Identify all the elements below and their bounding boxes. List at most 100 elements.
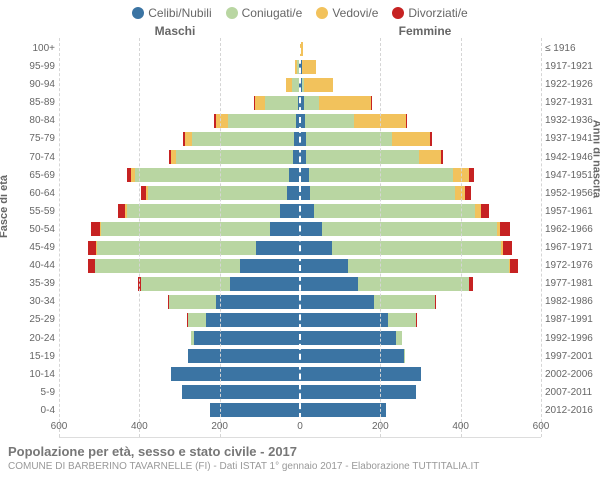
bar-row xyxy=(300,166,541,184)
bar-row xyxy=(300,401,541,419)
legend-swatch xyxy=(226,7,238,19)
bar-segment-married xyxy=(358,277,468,291)
bar-segment-divorced xyxy=(430,132,432,146)
bar-segment-widowed xyxy=(255,96,265,110)
header-female: Femmine xyxy=(300,24,600,38)
bar-segment-single xyxy=(300,349,404,363)
bar-row xyxy=(300,257,541,275)
grid-line xyxy=(220,38,221,437)
legend-label: Divorziati/e xyxy=(408,6,467,20)
bar-row xyxy=(59,112,300,130)
bar-row xyxy=(59,401,300,419)
bar-segment-widowed xyxy=(419,150,441,164)
bar-segment-divorced xyxy=(435,295,436,309)
bar-segment-widowed xyxy=(319,96,371,110)
bar-row xyxy=(59,383,300,401)
age-label: 45-49 xyxy=(0,239,55,257)
bar-segment-single xyxy=(300,204,314,218)
age-label: 25-29 xyxy=(0,311,55,329)
age-label: 75-79 xyxy=(0,130,55,148)
year-label: 1967-1971 xyxy=(545,239,600,257)
bar-segment-married xyxy=(95,259,240,273)
year-label: 1962-1966 xyxy=(545,221,600,239)
age-label: 35-39 xyxy=(0,275,55,293)
bar-segment-divorced xyxy=(88,259,95,273)
bar-segment-widowed xyxy=(302,60,316,74)
age-label: 15-19 xyxy=(0,348,55,366)
bar-segment-married xyxy=(322,222,497,236)
bar-segment-married xyxy=(192,132,294,146)
legend-item: Divorziati/e xyxy=(392,6,467,20)
bar-segment-divorced xyxy=(481,204,489,218)
bar-segment-divorced xyxy=(503,241,513,255)
female-bars xyxy=(300,38,541,437)
grid-line xyxy=(139,38,140,437)
bar-segment-single xyxy=(216,295,300,309)
bar-segment-married xyxy=(141,277,229,291)
bar-row xyxy=(300,365,541,383)
bar-row xyxy=(300,275,541,293)
bar-segment-single xyxy=(280,204,300,218)
bar-segment-single xyxy=(300,222,322,236)
bar-segment-single xyxy=(182,385,300,399)
bar-row xyxy=(59,202,300,220)
bar-segment-divorced xyxy=(118,204,125,218)
bar-segment-divorced xyxy=(510,259,518,273)
bar-segment-divorced xyxy=(406,114,407,128)
chart-footer: Popolazione per età, sesso e stato civil… xyxy=(0,438,600,472)
bar-row xyxy=(300,148,541,166)
bar-segment-single xyxy=(300,403,386,417)
age-label: 70-74 xyxy=(0,149,55,167)
bar-row xyxy=(59,220,300,238)
center-axis xyxy=(299,38,301,419)
x-tick: 0 xyxy=(297,421,303,432)
bar-segment-married xyxy=(265,96,298,110)
bar-segment-married xyxy=(374,295,434,309)
bar-row xyxy=(300,58,541,76)
bar-segment-married xyxy=(188,313,206,327)
bar-row xyxy=(300,94,541,112)
bar-segment-married xyxy=(306,150,418,164)
legend-item: Celibi/Nubili xyxy=(132,6,211,20)
bar-row xyxy=(59,40,300,58)
bar-segment-single xyxy=(300,241,332,255)
y-axis-label-right: Anni di nascita xyxy=(590,120,600,198)
year-label: 2012-2016 xyxy=(545,402,600,420)
bar-segment-single xyxy=(300,385,416,399)
legend-label: Coniugati/e xyxy=(242,6,303,20)
x-axis-ticks: 6004002000200400600 xyxy=(59,421,541,437)
bar-segment-divorced xyxy=(88,241,97,255)
bar-segment-married xyxy=(292,78,299,92)
legend-label: Celibi/Nubili xyxy=(148,6,211,20)
header-male: Maschi xyxy=(0,24,300,38)
gender-headers: Maschi Femmine xyxy=(0,24,600,38)
bar-segment-married xyxy=(97,241,256,255)
bar-row xyxy=(300,220,541,238)
bar-segment-divorced xyxy=(91,222,100,236)
age-label: 10-14 xyxy=(0,366,55,384)
bar-row xyxy=(300,40,541,58)
bar-row xyxy=(300,239,541,257)
bar-row xyxy=(59,130,300,148)
age-label: 90-94 xyxy=(0,76,55,94)
bar-segment-single xyxy=(240,259,300,273)
age-label: 5-9 xyxy=(0,384,55,402)
age-label: 80-84 xyxy=(0,112,55,130)
bar-row xyxy=(300,130,541,148)
bar-segment-married xyxy=(314,204,475,218)
bar-segment-married xyxy=(388,313,416,327)
legend-label: Vedovi/e xyxy=(332,6,378,20)
bar-segment-single xyxy=(300,313,388,327)
legend-swatch xyxy=(132,7,144,19)
year-labels: ≤ 19161917-19211922-19261927-19311932-19… xyxy=(541,38,600,438)
grid-line xyxy=(59,38,60,437)
year-label: 1957-1961 xyxy=(545,203,600,221)
bar-segment-widowed xyxy=(216,114,228,128)
bar-row xyxy=(59,365,300,383)
bar-segment-married xyxy=(148,186,287,200)
bar-segment-widowed xyxy=(392,132,430,146)
bar-segment-widowed xyxy=(185,132,192,146)
bar-segment-single xyxy=(230,277,300,291)
bar-segment-married xyxy=(169,295,215,309)
bar-row xyxy=(59,311,300,329)
